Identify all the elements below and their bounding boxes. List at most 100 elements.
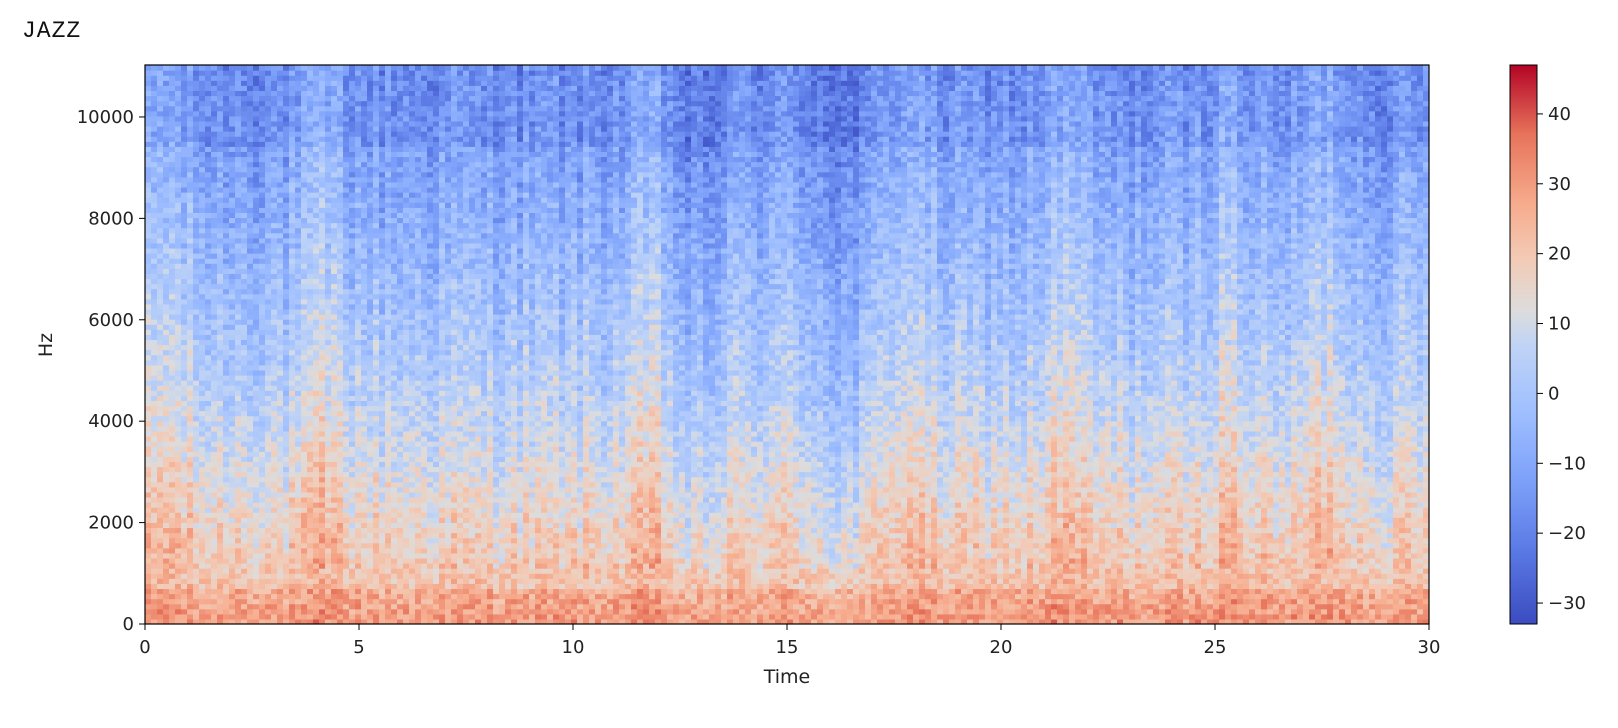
heatmap-cell [769, 552, 776, 559]
heatmap-cell [1387, 512, 1394, 518]
heatmap-cell [1243, 608, 1250, 615]
heatmap-cell [199, 603, 206, 610]
heatmap-cell [247, 512, 254, 518]
heatmap-cell [1135, 537, 1142, 544]
heatmap-cell [889, 573, 896, 579]
heatmap-cell [169, 552, 176, 559]
heatmap-cell [331, 507, 338, 513]
heatmap-cell [829, 608, 836, 615]
heatmap-cell [433, 537, 440, 544]
heatmap-cell [151, 507, 158, 513]
heatmap-cell [535, 532, 542, 539]
heatmap-cell [589, 517, 596, 523]
heatmap-cell [1057, 532, 1064, 539]
heatmap-cell [1363, 618, 1370, 624]
heatmap-cell [241, 593, 248, 600]
heatmap-cell [151, 502, 158, 508]
heatmap-cell [883, 588, 890, 595]
heatmap-cell [1075, 507, 1082, 513]
heatmap-cell [973, 618, 980, 624]
heatmap-cell [1045, 613, 1052, 620]
heatmap-cell [1159, 557, 1166, 564]
heatmap-cell [445, 603, 452, 610]
heatmap-cell [331, 522, 338, 529]
heatmap-cell [751, 522, 758, 529]
heatmap-cell [631, 537, 638, 544]
heatmap-cell [889, 512, 896, 518]
heatmap-cell [1165, 557, 1172, 564]
heatmap-cell [1333, 522, 1340, 529]
heatmap-cell [661, 608, 668, 615]
heatmap-cell [1393, 573, 1400, 579]
heatmap-cell [973, 532, 980, 539]
heatmap-cell [979, 532, 986, 539]
heatmap-cell [871, 618, 878, 624]
heatmap-cell [1117, 588, 1124, 595]
heatmap-cell [301, 557, 308, 564]
heatmap-cell [1195, 557, 1202, 564]
heatmap-cell [1423, 557, 1429, 564]
heatmap-cell [1243, 542, 1250, 549]
heatmap-cell [697, 532, 704, 539]
heatmap-cell [331, 512, 338, 518]
heatmap-cell [1279, 568, 1286, 574]
heatmap-cell [499, 578, 506, 584]
heatmap-cell [1363, 578, 1370, 584]
heatmap-cell [415, 512, 422, 518]
heatmap-cell [499, 573, 506, 579]
heatmap-cell [745, 613, 752, 620]
heatmap-cell [697, 603, 704, 610]
heatmap-cell [307, 578, 314, 584]
heatmap-cell [1195, 522, 1202, 529]
heatmap-cell [889, 618, 896, 624]
heatmap-cell [349, 583, 356, 590]
heatmap-cell [307, 557, 314, 564]
heatmap-cell [709, 517, 716, 523]
heatmap-cell [1183, 552, 1190, 559]
heatmap-cell [601, 598, 608, 605]
heatmap-cell [703, 512, 710, 518]
heatmap-cell [487, 532, 494, 539]
heatmap-cell [1213, 588, 1220, 595]
heatmap-cell [715, 542, 722, 549]
heatmap-cell [547, 537, 554, 544]
heatmap-cell [1333, 618, 1340, 624]
heatmap-cell [547, 573, 554, 579]
heatmap-cell [961, 512, 968, 518]
heatmap-cell [1021, 552, 1028, 559]
heatmap-cell [181, 613, 188, 620]
heatmap-cell [439, 563, 446, 569]
heatmap-cell [1123, 532, 1130, 539]
heatmap-cell [667, 593, 674, 600]
heatmap-cell [967, 608, 974, 615]
heatmap-cell [1369, 537, 1376, 544]
heatmap-cell [961, 522, 968, 529]
heatmap-cell [1207, 507, 1214, 513]
heatmap-cell [1351, 522, 1358, 529]
heatmap-cell [691, 603, 698, 610]
heatmap-cell [1009, 537, 1016, 544]
heatmap-cell [247, 618, 254, 624]
heatmap-cell [361, 532, 368, 539]
heatmap-cell [331, 598, 338, 605]
heatmap-cell [703, 593, 710, 600]
heatmap-cell [1177, 603, 1184, 610]
heatmap-cell [499, 608, 506, 615]
heatmap-cell [1243, 578, 1250, 584]
heatmap-cell [403, 547, 410, 554]
heatmap-cell [1369, 603, 1376, 610]
heatmap-cell [895, 588, 902, 595]
heatmap-cell [781, 608, 788, 615]
heatmap-cell [859, 532, 866, 539]
heatmap-cell [1195, 613, 1202, 620]
heatmap-cell [679, 517, 686, 523]
heatmap-cell [487, 502, 494, 508]
heatmap-cell [1393, 568, 1400, 574]
heatmap-cell [1129, 542, 1136, 549]
heatmap-cell [787, 557, 794, 564]
heatmap-cell [739, 547, 746, 554]
heatmap-cell [373, 517, 380, 523]
heatmap-cell [931, 537, 938, 544]
heatmap-cell [1165, 532, 1172, 539]
heatmap-cell [193, 618, 200, 624]
